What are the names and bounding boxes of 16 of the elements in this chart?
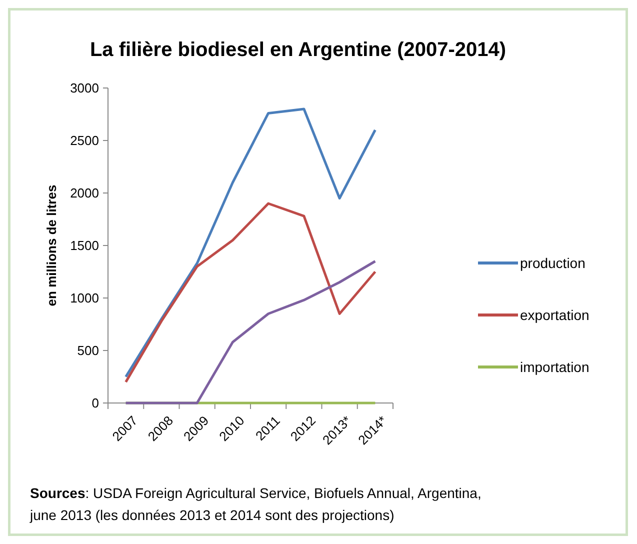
chart-title: La filière biodiesel en Argentine (2007-2014) <box>90 39 506 61</box>
legend-label: importation <box>520 358 590 375</box>
legend-label: exportation <box>520 306 590 323</box>
y-tick-label: 2500 <box>70 133 99 148</box>
line-series <box>124 260 376 404</box>
y-tick-label: 1500 <box>70 238 99 254</box>
line-series <box>124 108 376 378</box>
legend-label: production <box>520 254 586 271</box>
line-series <box>124 202 376 384</box>
y-axis-title: en millions de litres <box>44 184 59 306</box>
y-tick-label: 0 <box>92 396 99 411</box>
y-tick-label: 3000 <box>70 80 99 96</box>
y-tick-label: 2000 <box>70 186 99 201</box>
y-tick-label: 500 <box>77 343 99 358</box>
y-tick-label: 1000 <box>70 290 99 306</box>
source-note: Sources: USDA Foreign Agricultural Service, Biofuels Annual, Argentina, june 2013 (les données 2013 et 2014 sont des projections) <box>29 485 482 523</box>
